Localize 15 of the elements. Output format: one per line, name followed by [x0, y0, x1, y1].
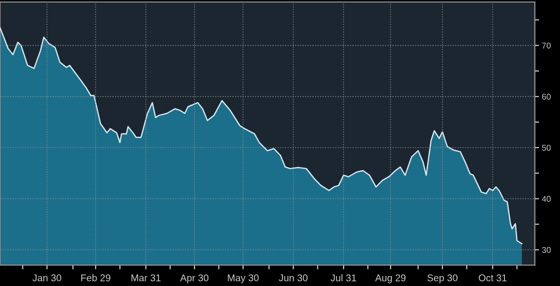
x-tick-label: Mar 31	[132, 274, 161, 282]
x-tick-label: Apr 30	[180, 274, 208, 284]
y-tick-label: 50	[542, 144, 551, 151]
x-tick-label: Sep 30	[427, 274, 458, 284]
x-tick-label: Jan 30	[32, 274, 62, 282]
y-tick-label: 70	[542, 42, 551, 49]
y-tick-label: 60	[542, 94, 551, 100]
y-tick-label: 40	[542, 196, 551, 202]
x-tick-label: Jun 30	[278, 274, 308, 282]
x-tick-label: May 30	[228, 274, 259, 284]
x-tick-label: Aug 29	[375, 274, 406, 284]
x-tick-label: Feb 29	[81, 274, 110, 282]
x-tick-label: Jul 31	[330, 274, 356, 282]
x-tick-label: Oct 31	[478, 274, 507, 282]
y-tick-label: 30	[542, 246, 551, 253]
